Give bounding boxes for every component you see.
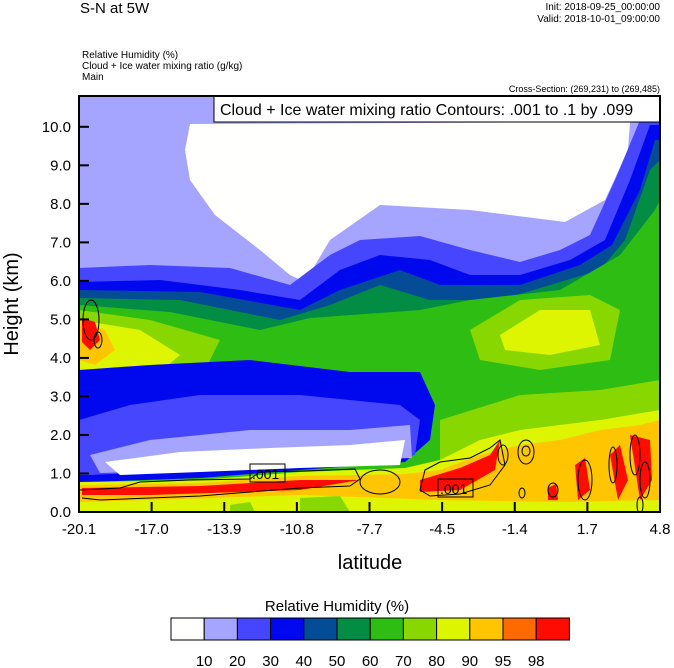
contour-line bbox=[547, 482, 559, 498]
y-axis: 0.0 1.0 2.0 3.0 4.0 5.0 6.0 7.0 8.0 9.0 10.0 bbox=[42, 119, 89, 521]
rh-region-98-mid bbox=[82, 318, 100, 350]
contour-line bbox=[79, 468, 361, 501]
x-tick-label: -13.9 bbox=[207, 521, 241, 538]
colorbar-level-label: 40 bbox=[295, 653, 312, 668]
y-tick-label: 6.0 bbox=[50, 273, 71, 290]
contour-line bbox=[517, 439, 535, 465]
y-tick-label: 3.0 bbox=[50, 388, 71, 405]
colorbar-level-label: 80 bbox=[428, 653, 445, 668]
x-tick-label: -17.0 bbox=[135, 521, 169, 538]
y-tick-label: 2.0 bbox=[50, 427, 71, 444]
contour-line bbox=[518, 487, 526, 499]
contour-labels: .001 .001 bbox=[249, 463, 474, 498]
rh-field: .001 .001 bbox=[79, 96, 660, 512]
field-main: Main bbox=[82, 72, 104, 83]
contour-label: .001 bbox=[440, 481, 467, 497]
contour-line bbox=[521, 445, 531, 457]
field-list: Relative Humidity (%) Cloud + Ice water … bbox=[82, 50, 242, 83]
y-tick-label: 4.0 bbox=[50, 350, 71, 367]
colorbar-level-label: 50 bbox=[329, 653, 346, 668]
contour-line bbox=[608, 446, 618, 484]
x-axis-label: latitude bbox=[338, 552, 403, 574]
colorbar-swatch bbox=[203, 617, 238, 641]
contour-line bbox=[577, 459, 593, 501]
colorbar-swatch bbox=[469, 617, 504, 641]
colorbar-level-label: 98 bbox=[528, 653, 545, 668]
init-time: Init: 2018-09-25_00:00:00 bbox=[545, 2, 660, 13]
colorbar-swatch bbox=[436, 617, 471, 641]
rh-region-bottom-98 bbox=[82, 435, 652, 500]
rh-region-bottom-80 bbox=[230, 496, 350, 512]
contour-line bbox=[636, 496, 644, 512]
colorbar-swatch bbox=[535, 617, 570, 641]
x-axis: -20.1 -17.0 -13.9 -10.8 -7.7 -4.5 -1.4 1.7 4.8 bbox=[62, 502, 671, 538]
colorbar-level-label: 60 bbox=[362, 653, 379, 668]
colorbar-level-label: 95 bbox=[495, 653, 512, 668]
colorbar-swatch bbox=[170, 617, 205, 641]
y-tick-label: 1.0 bbox=[50, 465, 71, 482]
y-axis-label: Height (km) bbox=[1, 252, 23, 355]
y-tick-label: 9.0 bbox=[50, 157, 71, 174]
rh-region-10-upper bbox=[185, 122, 630, 282]
colorbar-swatch bbox=[369, 617, 404, 641]
contour-line bbox=[359, 469, 401, 495]
contour-line bbox=[419, 439, 506, 497]
colorbar-level-label: 30 bbox=[262, 653, 279, 668]
field-cloud: Cloud + Ice water mixing ratio (g/kg) bbox=[82, 61, 243, 72]
colorbar: 10 20 30 40 50 60 70 80 90 95 98 bbox=[170, 617, 570, 668]
colorbar-swatch bbox=[336, 617, 371, 641]
x-tick-label: -20.1 bbox=[62, 521, 96, 538]
colorbar-swatch bbox=[402, 617, 438, 641]
contour-line bbox=[629, 434, 641, 476]
y-tick-label: 7.0 bbox=[50, 234, 71, 251]
cloud-contours bbox=[79, 299, 651, 512]
x-tick-label: -10.8 bbox=[280, 521, 314, 538]
colorbar-swatch bbox=[270, 617, 305, 641]
colorbar-title: Relative Humidity (%) bbox=[264, 598, 410, 615]
y-tick-label: 0.0 bbox=[50, 504, 71, 521]
colorbar-level-label: 90 bbox=[461, 653, 478, 668]
y-tick-label: 8.0 bbox=[50, 196, 71, 213]
field-rh: Relative Humidity (%) bbox=[82, 50, 179, 61]
contour-info-label: Cloud + Ice water mixing ratio Contours:… bbox=[220, 102, 633, 119]
valid-time: Valid: 2018-10-01_09:00:00 bbox=[537, 14, 660, 25]
colorbar-level-label: 70 bbox=[395, 653, 412, 668]
colorbar-swatch bbox=[502, 617, 537, 641]
rh-region-10-low bbox=[105, 440, 405, 475]
contour-line bbox=[93, 331, 103, 349]
contour-line bbox=[639, 461, 651, 499]
rh-region-bottom-95 bbox=[79, 420, 660, 502]
x-tick-label: -7.7 bbox=[357, 521, 383, 538]
colorbar-swatch bbox=[236, 617, 272, 641]
contour-label: .001 bbox=[252, 466, 279, 482]
x-tick-label: 4.8 bbox=[650, 521, 671, 538]
x-tick-label: -4.5 bbox=[429, 521, 455, 538]
colorbar-level-label: 10 bbox=[196, 653, 213, 668]
x-tick-label: 1.7 bbox=[577, 521, 598, 538]
y-tick-label: 10.0 bbox=[42, 119, 71, 136]
plot-title: S-N at 5W bbox=[80, 0, 150, 17]
time-info: Init: 2018-09-25_00:00:00 Valid: 2018-10… bbox=[537, 2, 660, 26]
contour-info-box bbox=[213, 95, 661, 123]
contour-line bbox=[497, 444, 509, 466]
cross-section-label: Cross-Section: (269,231) to (269,485) bbox=[508, 84, 660, 94]
x-tick-label: -1.4 bbox=[502, 521, 528, 538]
colorbar-level-label: 20 bbox=[229, 653, 246, 668]
y-tick-label: 5.0 bbox=[50, 311, 71, 328]
colorbar-swatch bbox=[303, 617, 338, 641]
